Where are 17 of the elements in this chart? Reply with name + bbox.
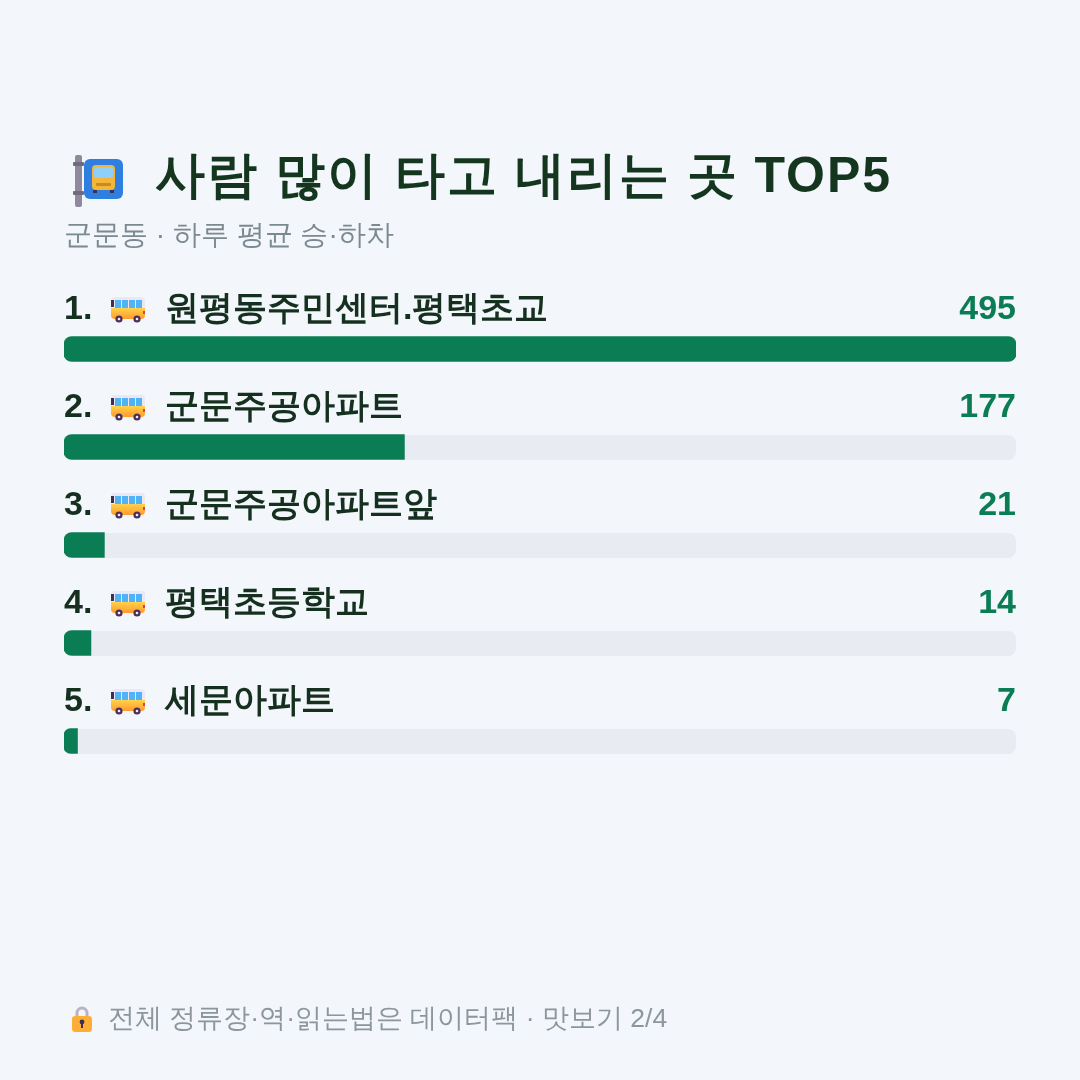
data-label: 7 <box>997 680 1016 719</box>
text: 전체 정류장·역·읽는법은 데이터팩 · 맛보기 2/4 <box>108 1003 668 1035</box>
category-label: 4. 평택초등학교 <box>64 582 369 621</box>
data-label: 177 <box>959 386 1016 425</box>
bar <box>64 630 92 656</box>
category-label: 5. 세문아파트 <box>64 680 335 719</box>
bar <box>64 532 105 558</box>
category-label: 3. 군문주공아파트앞 <box>64 484 437 523</box>
data-label: 495 <box>959 288 1016 327</box>
category-label: 2. 군문주공아파트 <box>64 386 403 425</box>
bar <box>64 728 78 754</box>
data-label: 21 <box>978 484 1016 523</box>
bar <box>64 336 1016 362</box>
category-label: 1. 원평동주민센터.평택초교 <box>64 288 549 327</box>
chart-title: 사람 많이 타고 내리는 곳 TOP5 <box>155 146 893 205</box>
data-label: 14 <box>978 582 1017 621</box>
chart-subtitle: 군문동 · 하루 평균 승·하차 <box>64 218 394 252</box>
